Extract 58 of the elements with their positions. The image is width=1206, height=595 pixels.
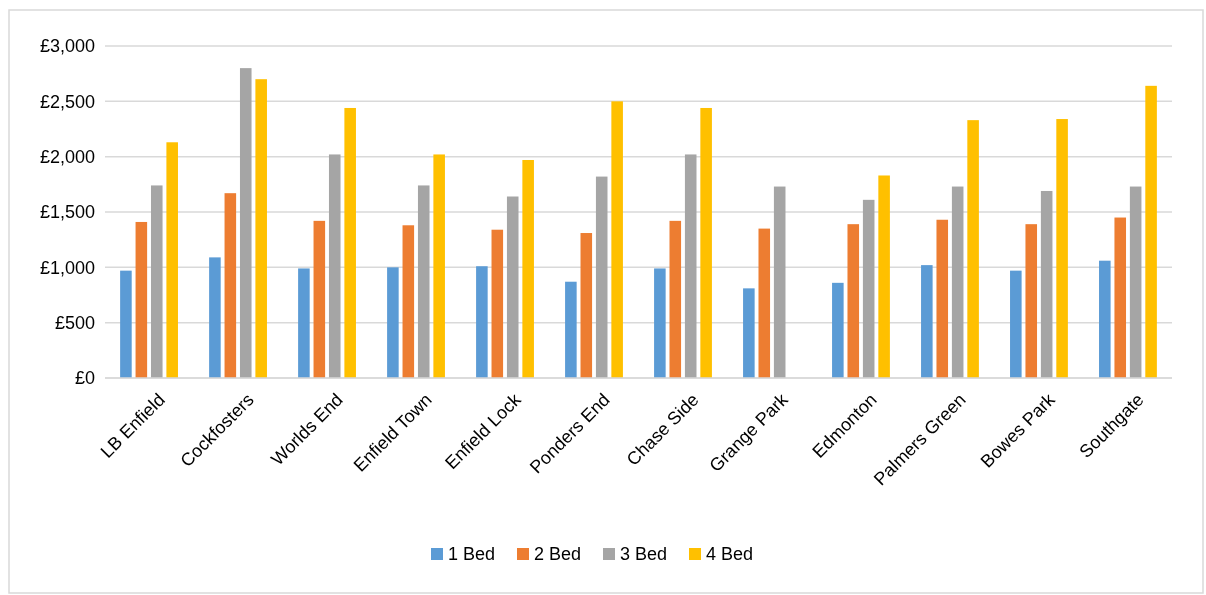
bar bbox=[967, 120, 979, 378]
bar bbox=[506, 196, 519, 378]
y-tick-label: £2,500 bbox=[39, 91, 95, 112]
bar bbox=[239, 68, 252, 378]
bar bbox=[1114, 217, 1127, 378]
y-tick-label: £500 bbox=[54, 312, 95, 333]
bar bbox=[862, 199, 875, 378]
bar bbox=[595, 176, 608, 378]
bar bbox=[255, 79, 267, 378]
bar bbox=[1145, 85, 1157, 378]
bar bbox=[1129, 186, 1142, 378]
bar bbox=[1010, 270, 1022, 378]
y-tick-label: £1,500 bbox=[39, 202, 95, 223]
bar bbox=[1025, 224, 1038, 378]
bar bbox=[921, 265, 933, 378]
bar bbox=[684, 154, 697, 378]
bar bbox=[773, 186, 786, 378]
legend-label: 2 Bed bbox=[534, 544, 582, 565]
bar bbox=[758, 228, 771, 378]
bar bbox=[224, 193, 237, 378]
y-tick-label: £0 bbox=[74, 368, 95, 389]
bar bbox=[743, 288, 755, 378]
bar bbox=[847, 224, 860, 378]
bar bbox=[298, 268, 310, 378]
y-tick-label: £2,000 bbox=[39, 146, 95, 167]
bar bbox=[387, 267, 399, 378]
bar bbox=[344, 107, 356, 378]
legend-label: 1 Bed bbox=[448, 544, 496, 565]
legend-label: 3 Bed bbox=[620, 544, 668, 565]
bar bbox=[402, 225, 415, 378]
bar bbox=[120, 270, 132, 378]
bar bbox=[878, 175, 890, 378]
bar bbox=[433, 154, 445, 378]
bar bbox=[522, 159, 534, 378]
bar bbox=[1099, 260, 1111, 378]
bar bbox=[313, 220, 326, 378]
y-tick-label: £3,000 bbox=[39, 36, 95, 57]
bar bbox=[476, 266, 488, 378]
bar bbox=[135, 221, 148, 378]
bar bbox=[580, 233, 593, 378]
bar bbox=[417, 185, 430, 378]
bar bbox=[951, 186, 964, 378]
bar bbox=[209, 257, 221, 378]
bar bbox=[936, 219, 949, 378]
bar bbox=[1040, 190, 1053, 378]
bar bbox=[328, 154, 341, 378]
bar bbox=[669, 220, 682, 378]
bar bbox=[832, 282, 844, 378]
bar bbox=[654, 268, 666, 378]
bar bbox=[166, 142, 178, 378]
bar bbox=[565, 281, 577, 378]
bar bbox=[1056, 119, 1068, 378]
bar bbox=[491, 229, 504, 378]
bar bbox=[150, 185, 163, 378]
legend-label: 4 Bed bbox=[706, 544, 754, 565]
bar bbox=[700, 107, 712, 378]
y-tick-label: £1,000 bbox=[39, 257, 95, 278]
bar bbox=[611, 101, 623, 378]
